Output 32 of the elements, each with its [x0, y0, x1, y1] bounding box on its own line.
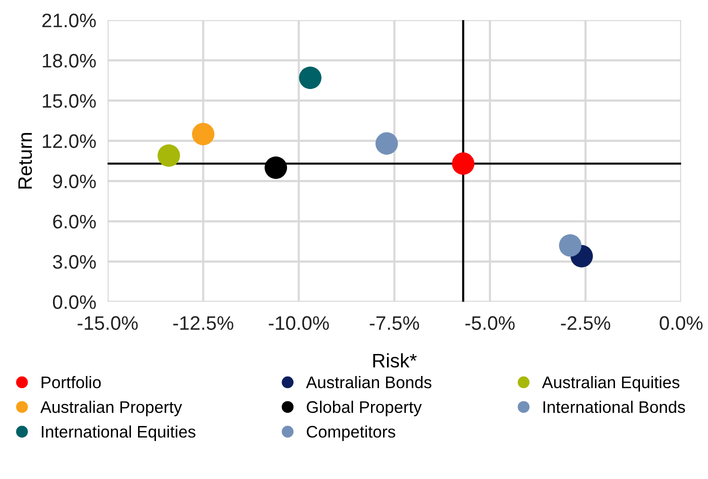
- x-tick-label: -7.5%: [370, 316, 420, 330]
- y-tick-label: 18.0%: [42, 54, 96, 68]
- y-tick-label: 6.0%: [53, 214, 96, 229]
- x-axis-title: Risk*: [373, 353, 417, 368]
- point: [264, 156, 288, 179]
- y-tick-label: 12.0%: [42, 134, 96, 148]
- point: [192, 122, 214, 146]
- legend-label: Australian Equities: [542, 376, 680, 392]
- x-tick-label: -2.5%: [560, 316, 610, 330]
- y-tick-label: 9.0%: [53, 174, 96, 188]
- point: [376, 132, 398, 155]
- point: [559, 234, 582, 257]
- legend-label: Australian Property: [40, 400, 182, 416]
- y-tick-label: 21.0%: [42, 14, 96, 28]
- point: [452, 152, 474, 175]
- point: [158, 144, 180, 167]
- legend-label: Portfolio: [42, 376, 101, 388]
- y-tick-label: 15.0%: [42, 94, 96, 108]
- x-tick-label: -12.5%: [173, 316, 234, 330]
- legend-label: Global Property: [306, 400, 422, 416]
- y-tick-label: 0.0%: [52, 295, 96, 310]
- legend-label: Australian Bonds: [306, 376, 432, 388]
- legend-label: Competitors: [306, 425, 396, 441]
- x-tick-label: 0.0%: [660, 316, 703, 330]
- legend-label: International Bonds: [544, 400, 685, 413]
- x-tick-label: -10.0%: [268, 316, 329, 330]
- y-axis-title: Return: [18, 133, 32, 189]
- x-tick-label: -5.0%: [465, 316, 515, 330]
- x-tick-label: -15.0%: [78, 316, 138, 330]
- point: [299, 66, 322, 89]
- y-tick-label: 3.0%: [52, 255, 96, 269]
- legend-label: International Equities: [42, 425, 196, 441]
